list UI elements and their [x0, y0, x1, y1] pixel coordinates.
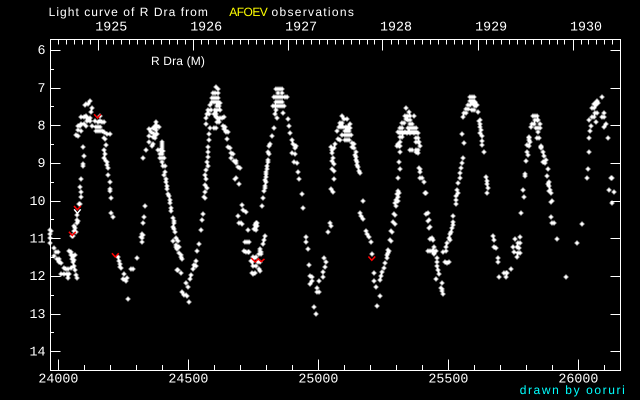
svg-text:12: 12	[30, 270, 46, 285]
svg-text:7: 7	[38, 82, 46, 97]
svg-text:Light curve of R Dra from: Light curve of R Dra from	[49, 5, 209, 19]
svg-text:11: 11	[30, 233, 46, 248]
svg-text:drawn by ooruri: drawn by ooruri	[520, 383, 627, 397]
svg-text:13: 13	[30, 308, 46, 323]
svg-text:6: 6	[38, 44, 46, 59]
svg-text:14: 14	[30, 345, 46, 360]
svg-text:26000: 26000	[558, 373, 598, 388]
svg-text:1927: 1927	[285, 20, 317, 35]
svg-text:R Dra (M): R Dra (M)	[151, 54, 205, 68]
svg-text:1928: 1928	[380, 20, 412, 35]
svg-text:24500: 24500	[168, 373, 208, 388]
svg-text:AFOEV: AFOEV	[229, 5, 267, 19]
svg-text:8: 8	[38, 120, 46, 135]
svg-text:observations: observations	[272, 5, 356, 19]
svg-text:1926: 1926	[190, 20, 222, 35]
svg-text:24000: 24000	[38, 373, 78, 388]
svg-text:1925: 1925	[95, 20, 127, 35]
svg-text:1930: 1930	[570, 20, 602, 35]
svg-text:25000: 25000	[298, 373, 338, 388]
svg-text:9: 9	[38, 157, 46, 172]
svg-text:1929: 1929	[475, 20, 507, 35]
svg-text:10: 10	[30, 195, 46, 210]
svg-text:25500: 25500	[428, 373, 468, 388]
